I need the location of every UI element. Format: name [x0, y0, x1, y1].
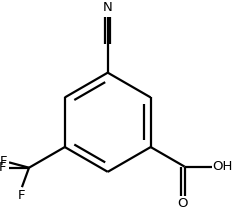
Text: F: F	[0, 161, 7, 174]
Text: OH: OH	[212, 160, 233, 173]
Text: F: F	[0, 155, 7, 168]
Text: O: O	[178, 197, 188, 210]
Text: F: F	[18, 189, 26, 202]
Text: N: N	[103, 1, 113, 14]
